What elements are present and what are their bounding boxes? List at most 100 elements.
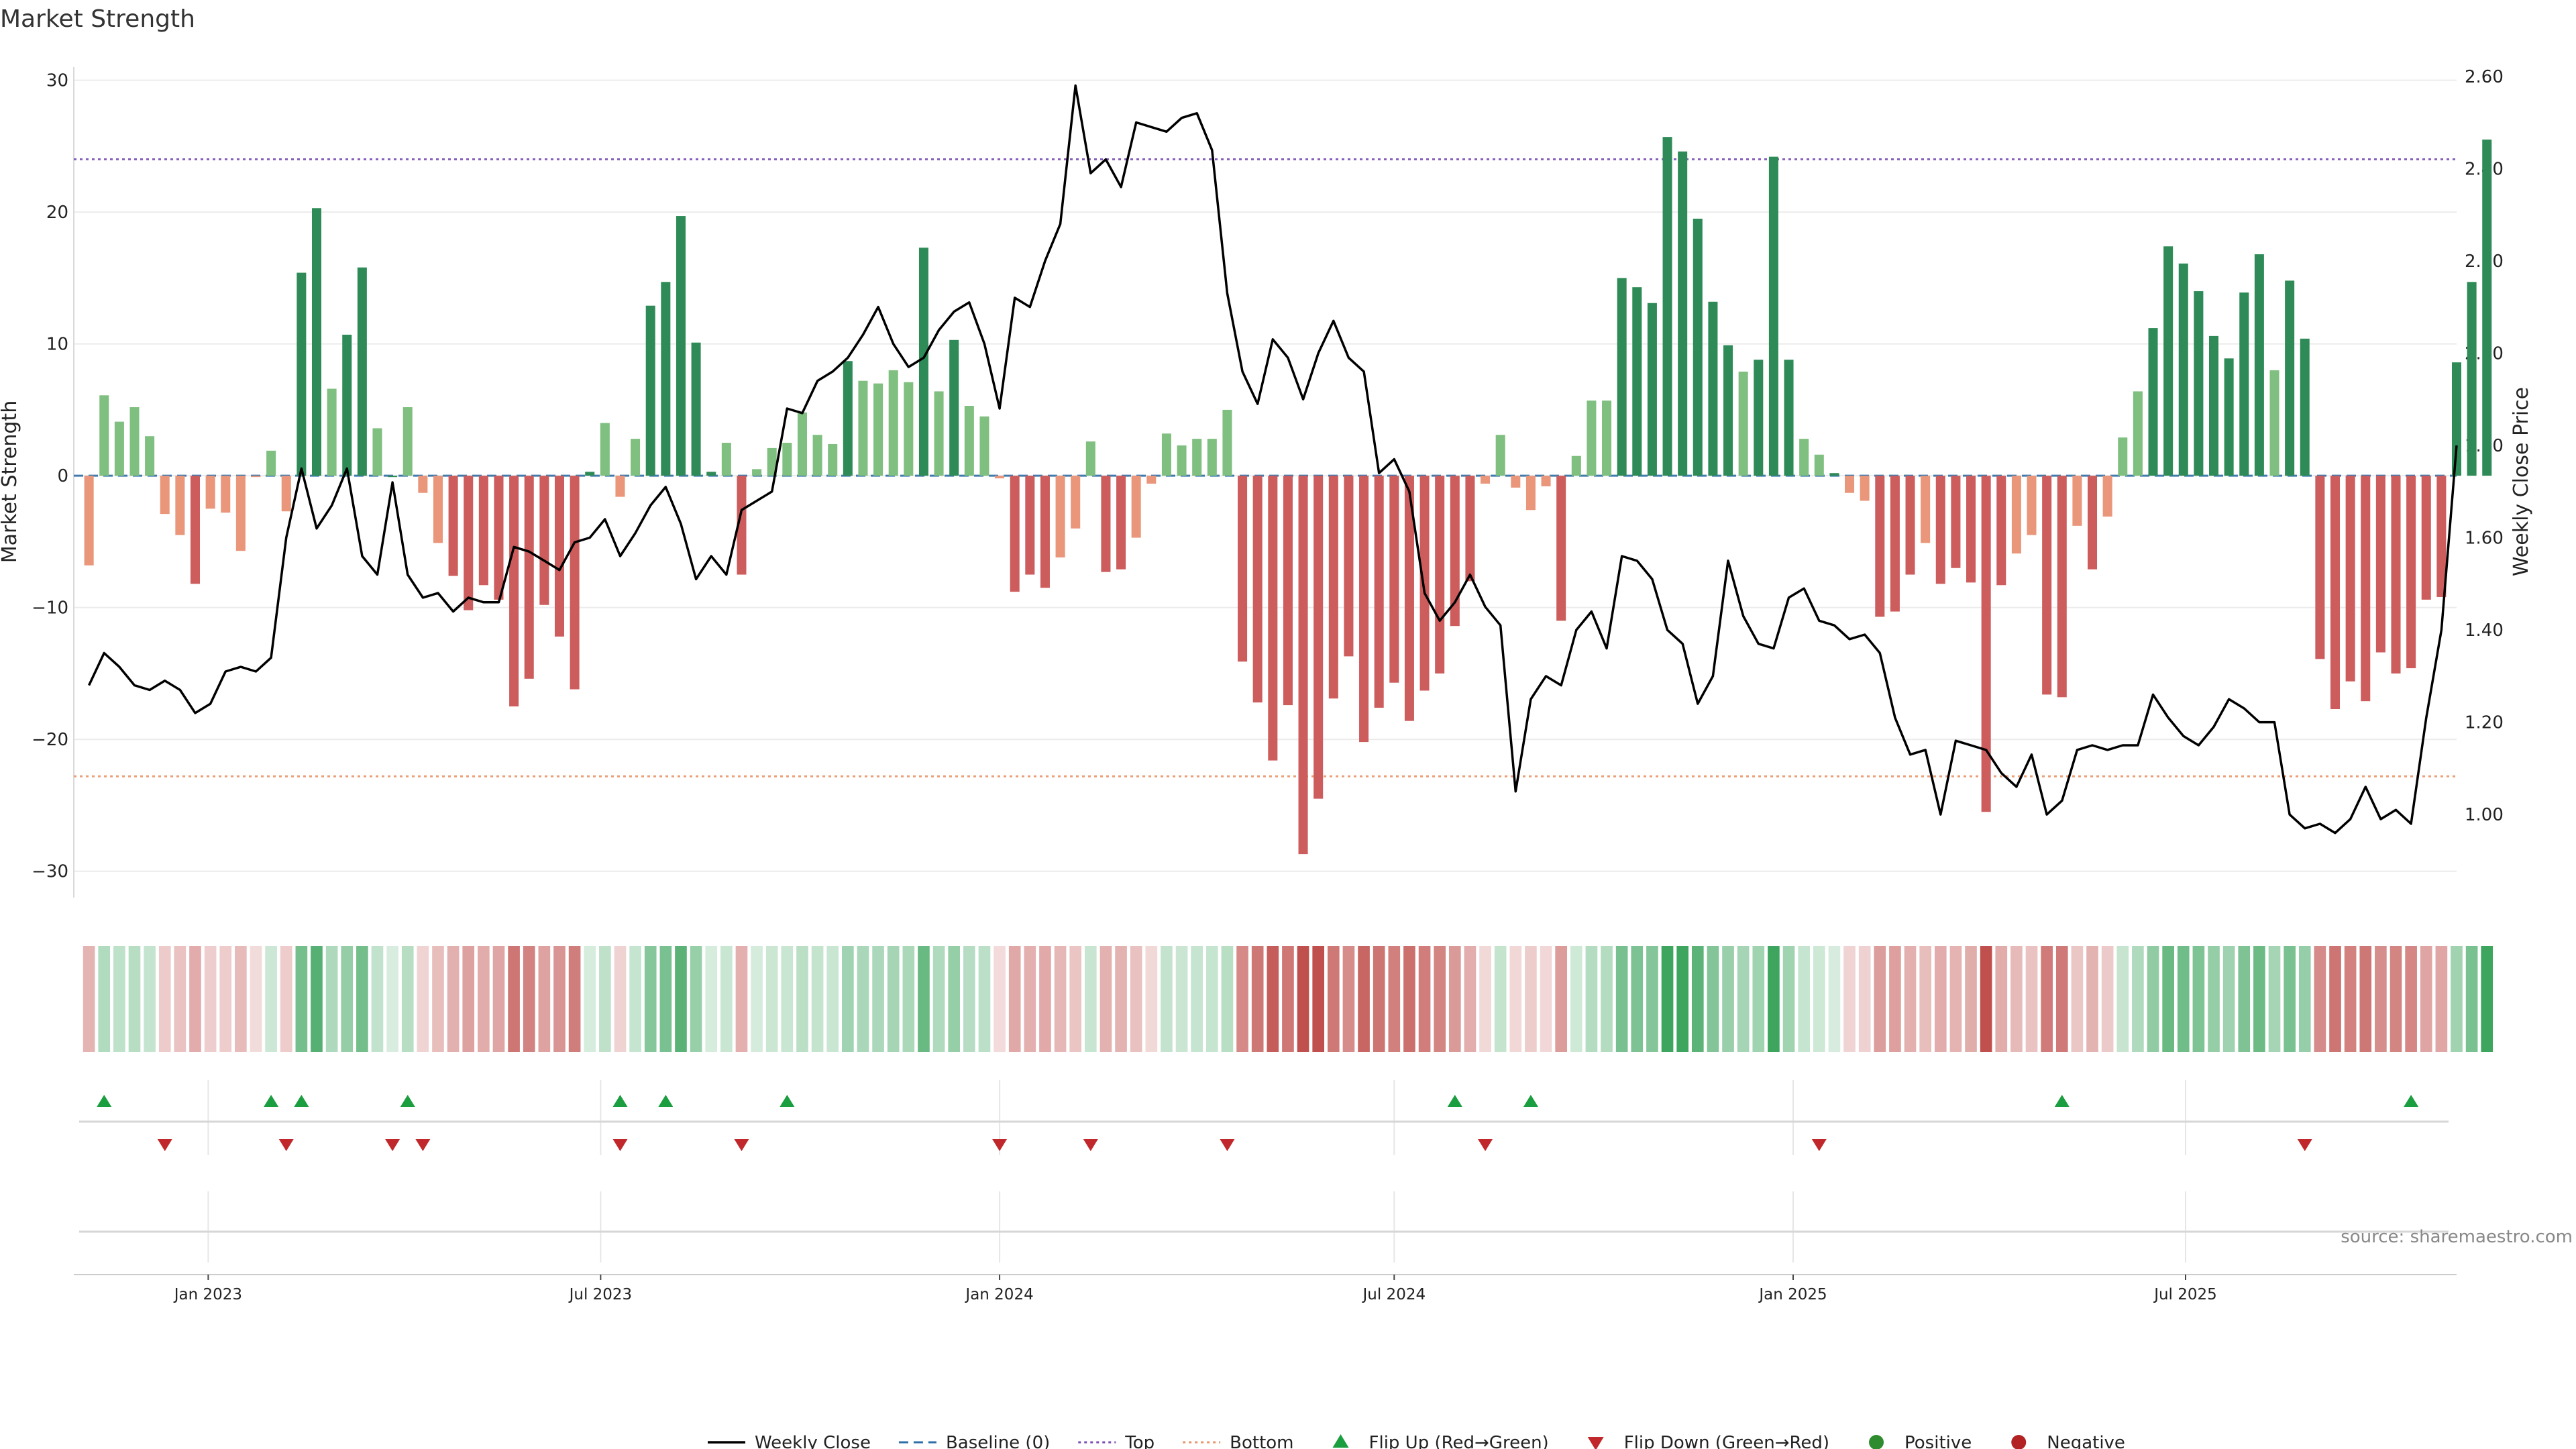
flip-down-marker: [1478, 1139, 1493, 1151]
strength-bar: [1177, 445, 1187, 476]
heat-cell: [735, 946, 748, 1052]
strength-bar: [1951, 476, 1961, 568]
strength-bar: [1252, 476, 1263, 703]
flip-up-marker: [658, 1095, 674, 1107]
strength-bar: [585, 472, 595, 476]
heat-cell: [1540, 946, 1552, 1052]
heat-cell: [2192, 946, 2205, 1052]
strength-bar: [918, 248, 928, 476]
strength-bar: [2194, 291, 2204, 476]
heat-cell: [720, 946, 733, 1052]
x-tick-label: Jul 2025: [2153, 1286, 2217, 1303]
heat-cell: [2253, 946, 2265, 1052]
legend-swatch-dot: [1869, 1435, 1884, 1449]
strength-bar: [1981, 476, 1991, 812]
strength-bar: [752, 469, 762, 476]
heat-cell: [1039, 946, 1051, 1052]
heat-cell: [2298, 946, 2311, 1052]
strength-bar: [2042, 476, 2052, 695]
heat-cell: [705, 946, 718, 1052]
heat-cell: [1069, 946, 1082, 1052]
strength-bar: [190, 476, 201, 584]
heat-cell: [1084, 946, 1097, 1052]
strength-bar: [2406, 476, 2416, 669]
heat-cell: [492, 946, 505, 1052]
heat-cell: [918, 946, 930, 1052]
legend-label: Weekly Close: [755, 1433, 871, 1449]
strength-bar: [1571, 455, 1581, 476]
heat-cell: [2238, 946, 2251, 1052]
strength-bar: [251, 476, 261, 478]
strength-bar: [1435, 476, 1445, 674]
heat-cell: [2329, 946, 2341, 1052]
flip-up-marker: [780, 1095, 795, 1107]
strength-bar: [873, 383, 883, 476]
strength-bar: [706, 472, 716, 476]
strength-bar: [631, 439, 641, 476]
heat-cell: [2208, 946, 2220, 1052]
strength-bar: [2421, 476, 2431, 600]
strength-bar: [539, 476, 549, 605]
strength-bar: [342, 334, 352, 476]
heat-cell: [675, 946, 687, 1052]
strength-bar: [2285, 280, 2295, 476]
strength-bar: [995, 476, 1005, 479]
heat-cell: [386, 946, 398, 1052]
weekly-close-line-group: [88, 84, 2458, 835]
heat-cell: [2359, 946, 2372, 1052]
heat-cell: [523, 946, 535, 1052]
strength-bar: [114, 421, 124, 476]
strength-bar: [2027, 476, 2037, 535]
strength-bar: [297, 272, 307, 476]
strength-bar: [2057, 476, 2067, 698]
heat-cell: [219, 946, 232, 1052]
strength-bar: [175, 476, 185, 535]
heat-cell: [1434, 946, 1446, 1052]
legend-swatch-dot: [2011, 1435, 2027, 1449]
heat-cell: [2086, 946, 2098, 1052]
strength-bar: [1192, 439, 1202, 476]
flip-down-marker: [1811, 1139, 1827, 1151]
strength-bar: [281, 476, 291, 512]
strength-bar: [1313, 476, 1324, 799]
heat-cell: [553, 946, 566, 1052]
strength-bar: [1101, 476, 1111, 572]
heat-cell: [1752, 946, 1765, 1052]
strength-bar: [2436, 476, 2447, 597]
heat-cell: [1403, 946, 1415, 1052]
heat-cell: [356, 946, 368, 1052]
heat-cell: [1768, 946, 1780, 1052]
x-tick-label: Jul 2024: [1362, 1286, 1426, 1303]
strength-bar: [904, 382, 914, 476]
heat-cell: [2420, 946, 2432, 1052]
heat-cell: [1494, 946, 1507, 1052]
legend-item: Positive: [1869, 1433, 1972, 1449]
strength-bar: [812, 435, 822, 476]
heat-cell: [2116, 946, 2129, 1052]
legend-swatch-tri-up: [1332, 1434, 1349, 1448]
strength-bar: [570, 476, 580, 690]
heat-cell: [2101, 946, 2114, 1052]
y-tick-label-left: −30: [32, 862, 68, 882]
strength-bar: [1814, 454, 1824, 476]
strength-bar: [797, 412, 807, 476]
strength-bar: [235, 476, 246, 551]
source-annotation: source: sharemaestro.com: [2341, 1227, 2573, 1247]
heat-cell: [948, 946, 961, 1052]
y-axis-label-right: Weekly Close Price: [2510, 387, 2533, 576]
heat-cell: [1099, 946, 1112, 1052]
heat-cell: [1995, 946, 2008, 1052]
heat-cell: [2451, 946, 2463, 1052]
strength-bar: [1131, 476, 1141, 538]
strength-bar: [402, 407, 413, 476]
strength-bar: [311, 208, 322, 476]
strength-bar: [1495, 435, 1505, 476]
strength-bar: [1238, 476, 1248, 662]
heat-cell: [371, 946, 384, 1052]
strength-bar: [858, 380, 868, 476]
strength-bar: [1207, 439, 1217, 476]
heat-cell: [932, 946, 945, 1052]
legend-label: Flip Up (Red→Green): [1369, 1433, 1549, 1449]
flip-down-marker: [1220, 1139, 1235, 1151]
heat-cell: [1965, 946, 1977, 1052]
